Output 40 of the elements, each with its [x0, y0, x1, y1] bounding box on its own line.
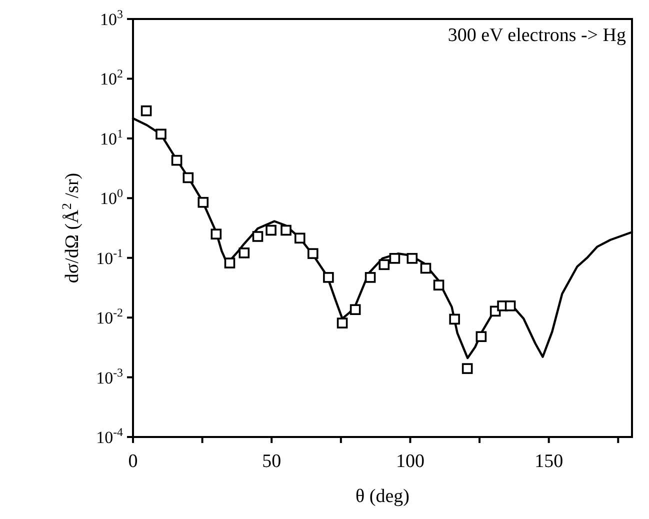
point: [266, 224, 276, 236]
y-tick-label: 10$^{-2}$: [96, 306, 124, 328]
point: [280, 224, 292, 236]
point: [252, 231, 264, 242]
point: [433, 280, 444, 290]
y-tick-label: 10$^{3}$: [100, 7, 124, 29]
point: [238, 248, 250, 258]
point: [323, 272, 334, 283]
x-tick-label: 100: [396, 451, 424, 472]
point: [462, 363, 473, 374]
point: [350, 304, 361, 315]
y-tick-label: 10$^{-1}$: [96, 246, 124, 268]
point: [140, 105, 152, 116]
y-tick-label: 10$^{0}$: [100, 186, 124, 208]
point: [476, 331, 487, 342]
point: [449, 314, 460, 325]
point: [308, 248, 318, 259]
point: [420, 262, 432, 274]
x-tick-label: 50: [262, 451, 282, 472]
point: [171, 154, 182, 166]
x-tick-label: 150: [534, 451, 564, 472]
point: [224, 258, 236, 268]
y-tick-label: 10$^{-3}$: [96, 365, 124, 388]
y-tick-label: 10$^{1}$: [100, 126, 124, 148]
point: [389, 252, 400, 264]
point: [156, 128, 166, 140]
y-tick-label: 10$^{2}$: [100, 66, 124, 89]
point: [210, 228, 222, 240]
point: [406, 252, 418, 264]
point: [198, 196, 209, 208]
point: [364, 272, 376, 283]
point: [294, 232, 306, 244]
x-axis-title: θ (deg): [356, 486, 410, 507]
point: [378, 259, 390, 270]
point: [336, 318, 348, 328]
annotation: 300 eV electrons -> Hg: [448, 25, 626, 46]
x-tick-label: 0: [128, 451, 138, 472]
y-tick-label: 10$^{-4}$: [96, 425, 124, 447]
point: [504, 300, 516, 312]
point: [182, 172, 194, 184]
